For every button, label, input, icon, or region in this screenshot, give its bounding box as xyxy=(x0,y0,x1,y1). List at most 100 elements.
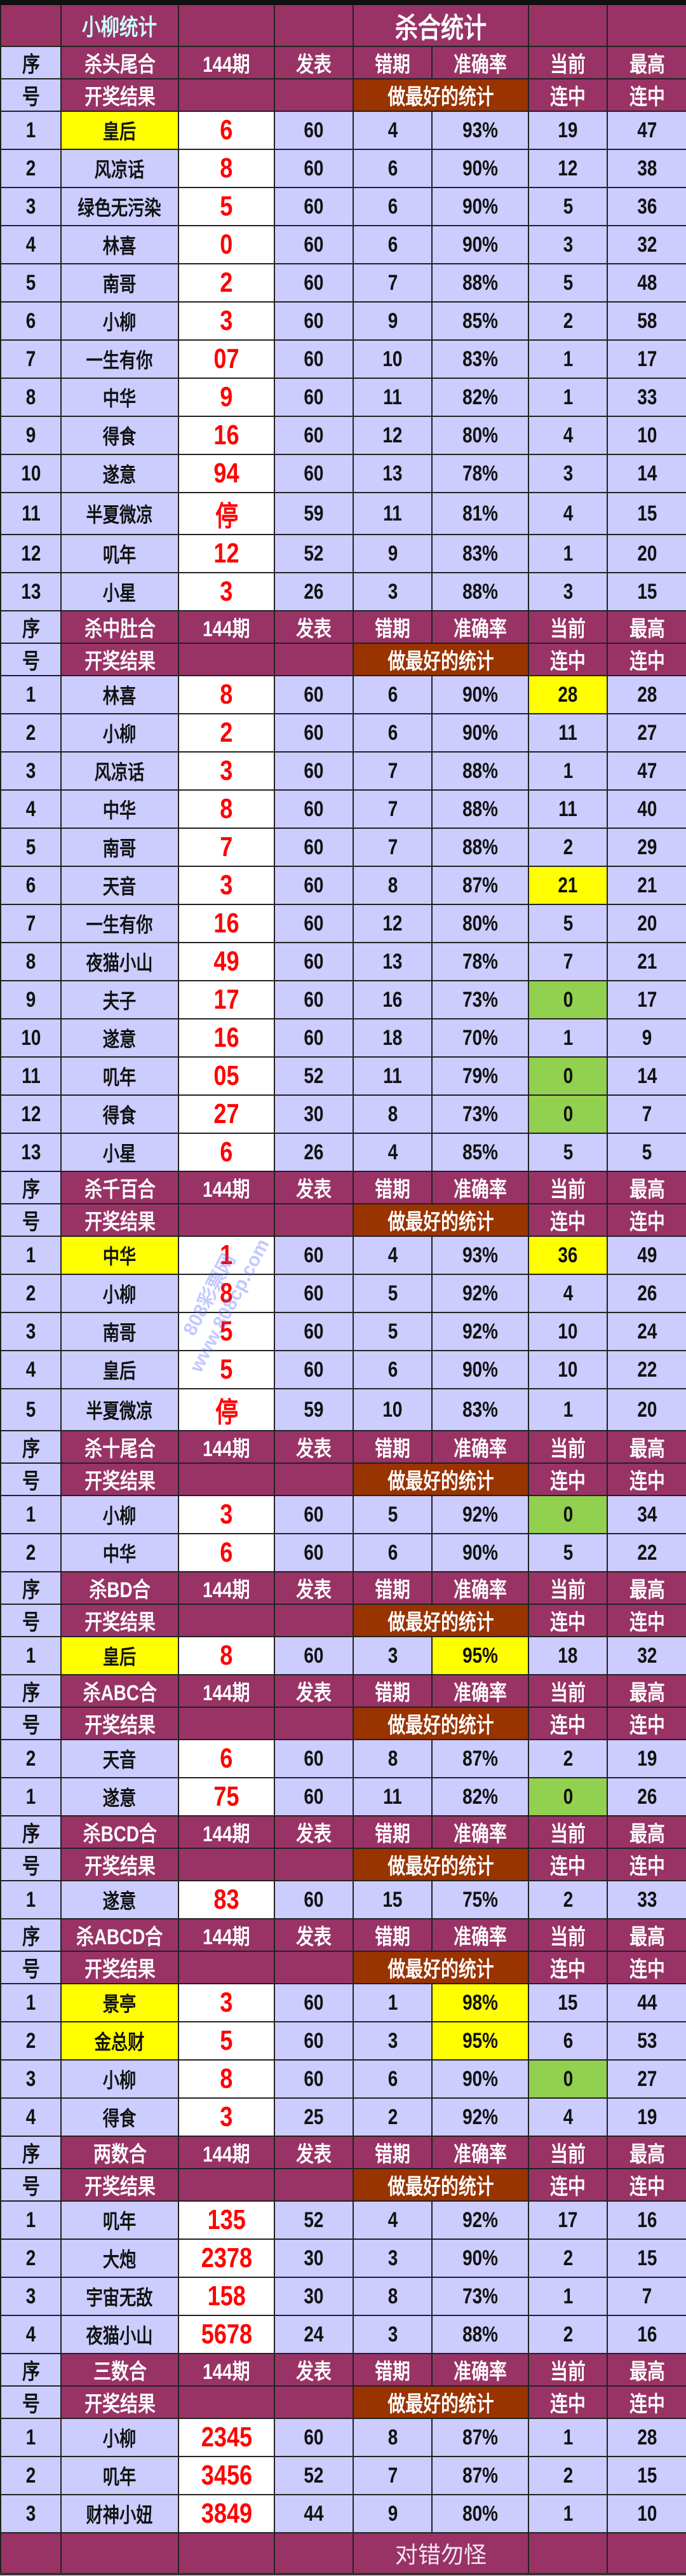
row-seq: 2 xyxy=(0,1739,62,1778)
row-accuracy: 83% xyxy=(431,534,529,573)
row-misses: 3 xyxy=(353,2021,433,2061)
row-max-streak: 24 xyxy=(607,1312,686,1351)
row-seq: 13 xyxy=(0,572,62,611)
row-seq: 11 xyxy=(0,492,62,535)
row-accuracy: 90% xyxy=(431,187,529,226)
row-misses: 2 xyxy=(353,2097,433,2137)
row-max-streak: 17 xyxy=(607,339,686,379)
row-max-streak: 21 xyxy=(607,866,686,905)
row-seq: 1 xyxy=(0,2200,62,2240)
row-accuracy: 87% xyxy=(431,2456,529,2495)
row-max-streak: 53 xyxy=(607,2021,686,2061)
row-name: 得食 xyxy=(60,2097,179,2137)
result-header: 开奖结果 xyxy=(60,1203,179,1237)
best-stats-header: 做最好的统计 xyxy=(353,643,529,676)
section-subheader: 号 开奖结果 做最好的统计 连中 连中 xyxy=(0,2385,686,2419)
row-max-streak: 47 xyxy=(607,751,686,791)
accuracy-header: 准确率 xyxy=(431,1171,529,1204)
row-seq: 4 xyxy=(0,1350,62,1389)
row-misses: 18 xyxy=(353,1018,433,1058)
row-name: 风凉话 xyxy=(60,751,179,791)
current-streak-header: 连中 xyxy=(528,643,608,676)
table-row: 9 夫子 17 60 16 73% 0 17 xyxy=(0,980,686,1019)
section-header: 序 杀BCD合 144期 发表 错期 准确率 当前 最高 xyxy=(0,1815,686,1849)
seq-header: 序 xyxy=(0,46,62,79)
row-name: 小柳 xyxy=(60,2059,179,2099)
table-row: 2 小柳 2 60 6 90% 11 27 xyxy=(0,713,686,753)
row-misses: 3 xyxy=(353,1636,433,1675)
row-seq: 5 xyxy=(0,263,62,303)
section-label: 两数合 xyxy=(60,2136,179,2169)
table-row: 1 林喜 8 60 6 90% 28 28 xyxy=(0,675,686,714)
row-current-streak: 6 xyxy=(528,2021,608,2061)
row-result: 3456 xyxy=(178,2456,275,2495)
max-streak-header: 连中 xyxy=(607,1848,686,1881)
row-accuracy: 78% xyxy=(431,942,529,981)
row-name: 林喜 xyxy=(60,675,179,714)
row-seq: 3 xyxy=(0,2494,62,2533)
published-header: 发表 xyxy=(274,2353,354,2387)
seq-header-2: 号 xyxy=(0,2385,62,2419)
table-row: 5 南哥 7 60 7 88% 2 29 xyxy=(0,828,686,867)
row-max-streak: 33 xyxy=(607,378,686,417)
section-header: 序 杀头尾合 144期 发表 错期 准确率 当前 最高 xyxy=(0,46,686,79)
accuracy-header: 准确率 xyxy=(431,610,529,644)
row-accuracy: 82% xyxy=(431,1777,529,1816)
table-row: 11 叽年 05 52 11 79% 0 14 xyxy=(0,1056,686,1096)
current-header: 当前 xyxy=(528,1674,608,1708)
row-misses: 6 xyxy=(353,675,433,714)
table-row: 3 绿色无污染 5 60 6 90% 5 36 xyxy=(0,187,686,226)
best-stats-header: 做最好的统计 xyxy=(353,1707,529,1740)
period-header: 144期 xyxy=(178,2353,275,2387)
row-name: 中华 xyxy=(60,1533,179,1572)
section-subheader: 号 开奖结果 做最好的统计 连中 连中 xyxy=(0,1462,686,1496)
row-result: 6 xyxy=(178,1133,275,1172)
table-row: 1 皇后 8 60 3 95% 18 32 xyxy=(0,1636,686,1675)
max-streak-header: 连中 xyxy=(607,1604,686,1637)
row-max-streak: 44 xyxy=(607,1983,686,2022)
row-name: 皇后 xyxy=(60,1636,179,1675)
row-result: 16 xyxy=(178,904,275,943)
row-current-streak: 3 xyxy=(528,225,608,264)
seq-header-2: 号 xyxy=(0,1462,62,1496)
period-header: 144期 xyxy=(178,1171,275,1204)
row-misses: 9 xyxy=(353,301,433,341)
section-label: 杀十尾合 xyxy=(60,1430,179,1464)
section-subheader: 号 开奖结果 做最好的统计 连中 连中 xyxy=(0,1848,686,1881)
row-result: 3849 xyxy=(178,2494,275,2533)
row-accuracy: 88% xyxy=(431,828,529,867)
table-row: 2 大炮 2378 30 3 90% 2 15 xyxy=(0,2239,686,2278)
misses-header: 错期 xyxy=(353,2136,433,2169)
row-published: 60 xyxy=(274,1350,354,1389)
row-seq: 3 xyxy=(0,2059,62,2099)
current-streak-header: 连中 xyxy=(528,2385,608,2419)
row-seq: 2 xyxy=(0,2021,62,2061)
row-name: 天音 xyxy=(60,866,179,905)
row-current-streak: 4 xyxy=(528,2097,608,2137)
result-header: 开奖结果 xyxy=(60,1848,179,1881)
page-title: 杀合统计 xyxy=(394,13,487,44)
row-accuracy: 92% xyxy=(431,2097,529,2137)
max-header: 最高 xyxy=(607,1430,686,1464)
seq-header: 序 xyxy=(0,1571,62,1605)
row-name: 半夏微凉 xyxy=(60,1388,179,1431)
period-header: 144期 xyxy=(178,1571,275,1605)
published-header: 发表 xyxy=(274,1918,354,1952)
row-accuracy: 90% xyxy=(431,1533,529,1572)
seq-header-2: 号 xyxy=(0,643,62,676)
row-max-streak: 7 xyxy=(607,2277,686,2316)
row-current-streak: 4 xyxy=(528,416,608,455)
row-misses: 8 xyxy=(353,1094,433,1134)
section-header: 序 两数合 144期 发表 错期 准确率 当前 最高 xyxy=(0,2136,686,2169)
row-published: 60 xyxy=(274,980,354,1019)
row-max-streak: 49 xyxy=(607,1236,686,1275)
table-row: 13 小星 3 26 3 88% 3 15 xyxy=(0,572,686,611)
row-name: 中华 xyxy=(60,378,179,417)
accuracy-header: 准确率 xyxy=(431,2136,529,2169)
row-result: 2378 xyxy=(178,2239,275,2278)
table-row: 3 小柳 8 60 6 90% 0 27 xyxy=(0,2059,686,2099)
result-header: 开奖结果 xyxy=(60,2385,179,2419)
max-streak-header: 连中 xyxy=(607,2168,686,2202)
row-result: 07 xyxy=(178,339,275,379)
section-label: 杀BCD合 xyxy=(60,1815,179,1849)
